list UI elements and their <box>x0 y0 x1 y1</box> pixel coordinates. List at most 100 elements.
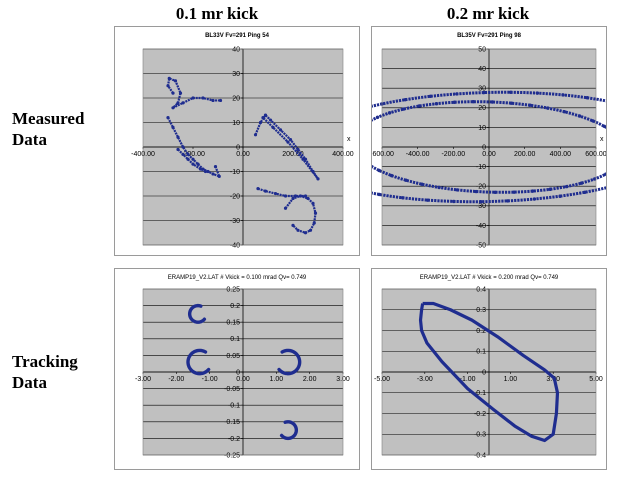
chart-panel-measured-02: BL35V Fv=291 Ping 98 -50 -40 -30 -20 -10 0 10 20… <box>371 26 607 256</box>
data-point <box>509 101 514 105</box>
y-tick-label: -0.3 <box>474 432 486 439</box>
x-tick-label: 400.00 <box>550 151 572 158</box>
data-point <box>605 186 606 189</box>
data-point <box>311 169 315 174</box>
x-tick-label: 200.00 <box>282 151 304 158</box>
data-point <box>437 185 441 190</box>
y-tick-label: -30 <box>476 203 486 210</box>
data-point <box>400 196 405 200</box>
data-point <box>535 91 540 95</box>
plot-frame <box>381 288 597 456</box>
data-point <box>176 135 180 139</box>
data-point <box>203 169 208 174</box>
data-point <box>579 181 584 185</box>
data-point <box>582 190 587 195</box>
data-point <box>417 104 422 108</box>
y-tick-label: -0.1 <box>474 390 486 397</box>
y-tick-label: -0.2 <box>228 436 240 443</box>
row-label-measured: Measured Data <box>12 108 84 150</box>
data-point <box>434 101 439 106</box>
data-point <box>286 140 290 144</box>
data-point <box>474 189 478 194</box>
data-point <box>191 96 195 100</box>
data-point <box>191 157 195 161</box>
data-point <box>377 168 381 173</box>
data-arc-4 <box>279 420 299 441</box>
data-point <box>404 178 408 182</box>
data-point <box>201 96 205 100</box>
data-point <box>313 211 318 215</box>
x-axis-label: x <box>600 136 604 143</box>
data-layer <box>418 301 560 443</box>
data-point <box>577 114 582 118</box>
row-label-measured-line2: Data <box>12 130 47 149</box>
y-tick-label: -50 <box>476 242 486 249</box>
data-point <box>191 162 195 166</box>
data-point <box>256 187 260 191</box>
data-point <box>602 124 606 129</box>
data-point <box>296 147 300 152</box>
plot-frame <box>142 288 344 456</box>
data-point <box>171 106 175 110</box>
data-point <box>506 199 510 203</box>
x-tick-label: -400.00 <box>406 151 430 158</box>
data-point <box>283 194 288 198</box>
data-point <box>311 201 315 205</box>
y-tick-label: 20 <box>232 95 240 102</box>
y-tick-label: 0.15 <box>226 320 240 327</box>
data-point <box>263 113 268 117</box>
y-tick-label: -20 <box>230 193 240 200</box>
data-point <box>548 187 552 191</box>
chart-measured-01-svg: BL33V Fv=291 Ping 54 -40 -30 -20 -10 0 10 20 30 4… <box>131 33 354 249</box>
data-point <box>387 111 392 115</box>
data-point <box>306 196 310 201</box>
data-layer <box>166 76 320 235</box>
data-point <box>166 116 170 120</box>
data-point <box>558 194 562 198</box>
x-tick-label: -1.00 <box>460 376 476 383</box>
data-point <box>268 118 273 122</box>
y-tick-label: 0.05 <box>226 353 240 360</box>
data-point <box>198 167 203 171</box>
chart-panel-tracking-02: ERAMP19_V2.LAT # Vkick = 0.200 mrad Qv= … <box>371 268 607 470</box>
data-point <box>479 200 483 204</box>
chart-title: ERAMP19_V2.LAT # Vkick = 0.200 mrad Qv= … <box>420 275 559 281</box>
data-point <box>298 194 303 198</box>
chart-panel-tracking-01: ERAMP19_V2.LAT # Vkick = 0.100 mrad Qv= … <box>114 268 360 470</box>
row-label-measured-line1: Measured <box>12 109 85 128</box>
data-point <box>452 199 456 204</box>
y-tick-label: -0.4 <box>474 452 486 459</box>
chart-tracking-01-svg: ERAMP19_V2.LAT # Vkick = 0.100 mrad Qv= … <box>135 275 350 459</box>
x-tick-label: -200.00 <box>441 151 465 158</box>
data-point <box>181 145 185 149</box>
x-tick-label: 0.00 <box>236 376 250 383</box>
x-tick-label: 1.00 <box>504 376 518 383</box>
x-tick-label: -200.00 <box>181 151 205 158</box>
data-point <box>181 101 185 105</box>
y-tick-label: 30 <box>232 71 240 78</box>
data-arc-2 <box>186 348 211 376</box>
data-arc-3 <box>277 348 302 376</box>
data-point <box>173 79 178 83</box>
x-tick-label: 1.00 <box>270 376 284 383</box>
data-point <box>291 223 295 227</box>
y-tick-label: -10 <box>476 164 486 171</box>
y-tick-label: -20 <box>476 184 486 191</box>
y-tick-label: 30 <box>478 86 486 93</box>
y-tick-label: -40 <box>476 223 486 230</box>
y-tick-label: 40 <box>232 46 240 53</box>
data-point <box>389 173 394 178</box>
y-tick-label: 0.25 <box>226 286 240 293</box>
data-point <box>213 165 218 169</box>
data-point <box>196 162 200 166</box>
data-point <box>530 189 535 193</box>
y-tick-label: -0.05 <box>224 386 240 393</box>
y-tick-label: -0.15 <box>224 419 240 426</box>
y-tick-label: -10 <box>230 169 240 176</box>
y-tick-label: 40 <box>478 66 486 73</box>
data-point <box>312 221 316 225</box>
data-point <box>509 90 513 94</box>
data-point <box>561 93 565 97</box>
data-point <box>401 107 406 111</box>
chart-measured-02-svg: BL35V Fv=291 Ping 98 -50 -40 -30 -20 -10 0 10 20… <box>372 33 606 249</box>
